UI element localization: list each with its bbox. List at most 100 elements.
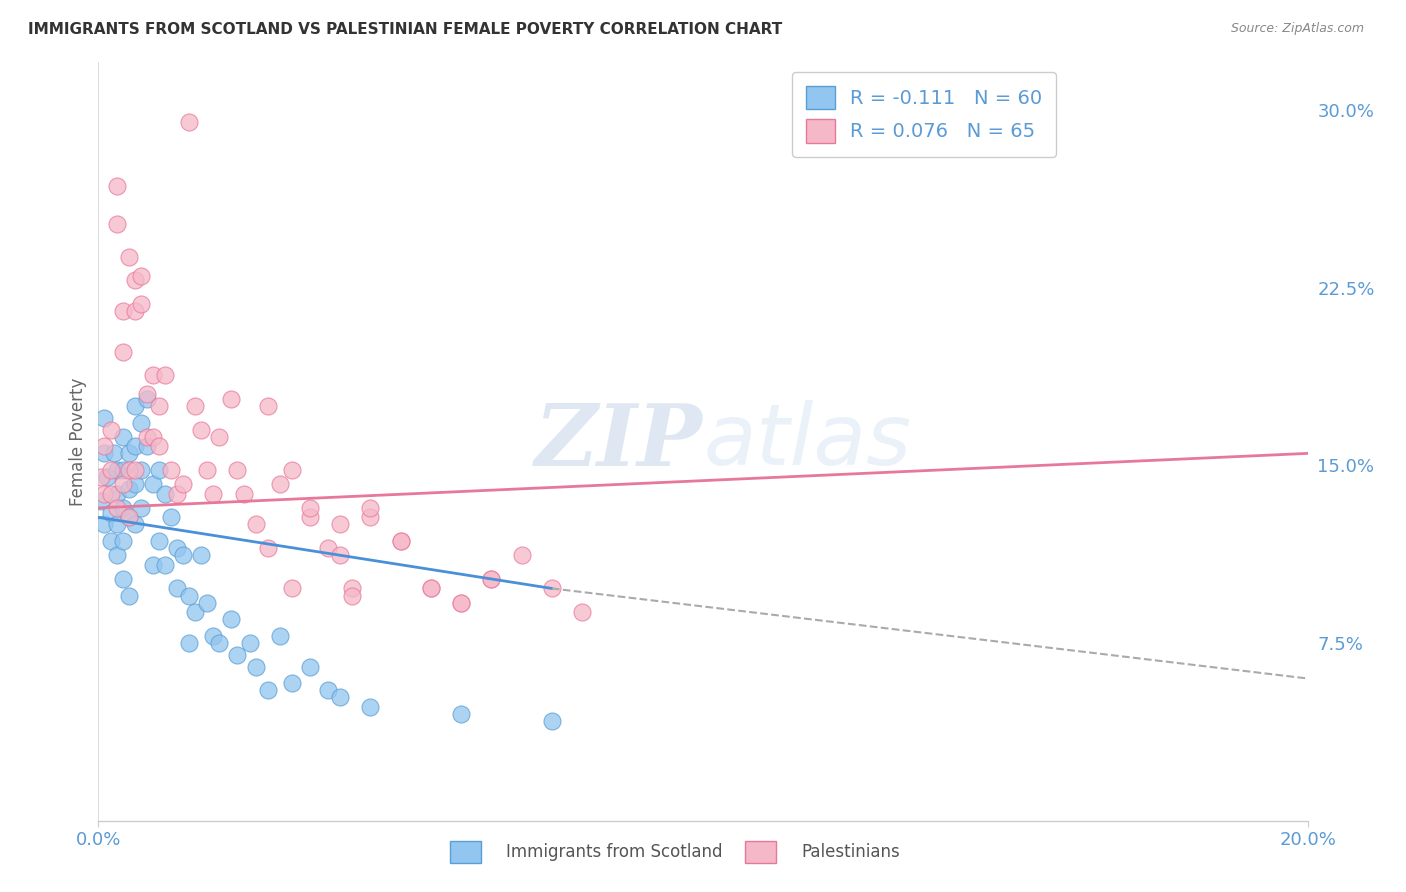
Point xyxy=(124,273,146,287)
Point xyxy=(420,582,443,596)
Point xyxy=(148,399,170,413)
Point xyxy=(179,114,201,128)
Point xyxy=(190,423,212,437)
Point xyxy=(111,304,134,318)
Point xyxy=(100,506,122,520)
Point xyxy=(105,178,128,193)
Point xyxy=(360,699,382,714)
Point xyxy=(450,596,472,610)
Point xyxy=(239,636,262,650)
Legend: R = -0.111   N = 60, R = 0.076   N = 65: R = -0.111 N = 60, R = 0.076 N = 65 xyxy=(792,72,1056,157)
Point xyxy=(105,486,128,500)
Point xyxy=(124,517,146,532)
Point xyxy=(510,548,533,563)
Point xyxy=(329,548,352,563)
Point xyxy=(124,399,146,413)
Point xyxy=(105,500,128,515)
Text: Palestinians: Palestinians xyxy=(801,843,900,861)
Point xyxy=(281,463,304,477)
Point xyxy=(142,477,165,491)
Point xyxy=(129,268,152,283)
Point xyxy=(269,477,291,491)
Point xyxy=(142,558,165,572)
Point xyxy=(118,463,141,477)
Point xyxy=(226,648,249,662)
Point xyxy=(269,629,291,643)
Point xyxy=(93,446,115,460)
Point xyxy=(420,582,443,596)
Point xyxy=(100,423,122,437)
Point xyxy=(360,500,382,515)
Point xyxy=(281,676,304,690)
Point xyxy=(299,659,322,673)
Point xyxy=(93,486,115,500)
Point xyxy=(256,541,278,556)
Point xyxy=(100,486,122,500)
Point xyxy=(195,463,218,477)
Point xyxy=(111,344,134,359)
Point xyxy=(166,582,188,596)
Point xyxy=(160,463,183,477)
Point xyxy=(105,548,128,563)
Point xyxy=(118,482,141,496)
Text: ZIP: ZIP xyxy=(536,400,703,483)
Point xyxy=(135,387,157,401)
Point xyxy=(329,690,352,705)
Point xyxy=(166,486,188,500)
Point xyxy=(329,517,352,532)
Point xyxy=(135,430,157,444)
Point xyxy=(256,683,278,698)
Point xyxy=(226,463,249,477)
Point xyxy=(90,493,112,508)
Point xyxy=(118,446,141,460)
Point xyxy=(160,510,183,524)
Point xyxy=(450,596,472,610)
Text: Source: ZipAtlas.com: Source: ZipAtlas.com xyxy=(1230,22,1364,36)
Point xyxy=(481,572,503,586)
Point xyxy=(153,558,176,572)
Point xyxy=(342,582,364,596)
Point xyxy=(195,596,218,610)
Point xyxy=(90,470,112,484)
Point xyxy=(184,399,207,413)
Point xyxy=(166,541,188,556)
Point xyxy=(245,517,267,532)
Point xyxy=(153,368,176,383)
Point xyxy=(184,605,207,619)
Point xyxy=(190,548,212,563)
Point xyxy=(299,510,322,524)
Point xyxy=(93,517,115,532)
Point xyxy=(342,589,364,603)
Point xyxy=(245,659,267,673)
Point xyxy=(129,500,152,515)
Point xyxy=(172,477,194,491)
Point xyxy=(118,510,141,524)
Point xyxy=(111,500,134,515)
Point xyxy=(179,636,201,650)
Point xyxy=(118,589,141,603)
Point xyxy=(571,605,593,619)
Point xyxy=(316,683,339,698)
Point xyxy=(103,446,125,460)
Point xyxy=(281,582,304,596)
Point xyxy=(135,392,157,406)
Text: atlas: atlas xyxy=(703,400,911,483)
Point xyxy=(111,534,134,549)
Point xyxy=(208,636,231,650)
Point xyxy=(389,534,412,549)
Point xyxy=(153,486,176,500)
Point xyxy=(135,439,157,453)
Point xyxy=(481,572,503,586)
Point xyxy=(179,589,201,603)
Point xyxy=(142,368,165,383)
Point xyxy=(540,582,562,596)
Point xyxy=(208,430,231,444)
Text: IMMIGRANTS FROM SCOTLAND VS PALESTINIAN FEMALE POVERTY CORRELATION CHART: IMMIGRANTS FROM SCOTLAND VS PALESTINIAN … xyxy=(28,22,782,37)
Y-axis label: Female Poverty: Female Poverty xyxy=(69,377,87,506)
Point xyxy=(202,629,225,643)
Text: Immigrants from Scotland: Immigrants from Scotland xyxy=(506,843,723,861)
Point xyxy=(316,541,339,556)
Point xyxy=(100,534,122,549)
Point xyxy=(118,510,141,524)
Point xyxy=(221,612,243,626)
